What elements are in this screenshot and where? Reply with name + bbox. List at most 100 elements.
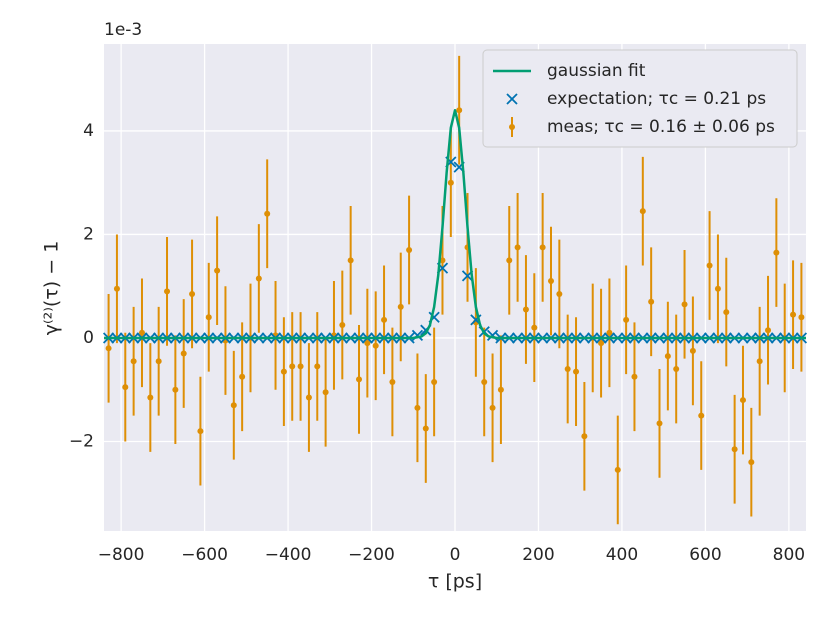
data-point (456, 107, 463, 114)
data-point (648, 298, 655, 305)
data-point (514, 244, 521, 251)
data-point (765, 327, 772, 334)
data-point (364, 340, 371, 347)
data-point (130, 358, 137, 365)
data-point (214, 267, 221, 274)
data-point (255, 275, 262, 282)
data-point (497, 386, 504, 393)
data-point (739, 397, 746, 404)
data-point (356, 376, 363, 383)
data-point (581, 433, 588, 440)
offset-label: 1e-3 (104, 20, 142, 40)
legend: gaussian fit expectation; τc = 0.21 ps mea… (482, 49, 798, 148)
data-point (564, 366, 571, 373)
legend-label: gaussian fit (547, 61, 646, 81)
data-point (681, 301, 688, 308)
data-point (698, 412, 705, 419)
legend-swatch (509, 124, 515, 130)
data-point (606, 329, 613, 336)
y-tick-label: 2 (83, 224, 94, 244)
data-point (422, 425, 429, 432)
data-point (623, 316, 630, 323)
data-point (673, 366, 680, 373)
data-point (481, 378, 488, 385)
data-point (531, 324, 538, 331)
data-point (406, 246, 413, 253)
data-point (798, 314, 805, 321)
data-point (105, 345, 112, 352)
data-point (731, 446, 738, 453)
data-point (489, 404, 496, 411)
data-point (656, 420, 663, 427)
data-point (322, 389, 329, 396)
data-point (122, 384, 129, 391)
x-tick-label: 400 (606, 545, 638, 565)
data-point (138, 329, 145, 336)
data-point (431, 378, 438, 385)
data-point (381, 316, 388, 323)
data-point (506, 257, 513, 264)
data-point (756, 358, 763, 365)
data-point (289, 363, 296, 370)
data-point (614, 466, 621, 473)
data-point (689, 347, 696, 354)
data-point (748, 459, 755, 466)
legend-label: expectation; τc = 0.21 ps (547, 89, 766, 109)
data-point (280, 368, 287, 375)
data-point (522, 306, 529, 313)
data-point (539, 244, 546, 251)
data-point (706, 262, 713, 269)
data-point (239, 373, 246, 380)
x-tick-label: −400 (265, 545, 312, 565)
data-point (573, 368, 580, 375)
x-tick-label: 600 (689, 545, 721, 565)
data-point (264, 210, 271, 217)
data-point (714, 285, 721, 292)
data-point (113, 285, 120, 292)
data-point (664, 353, 671, 360)
data-point (314, 363, 321, 370)
y-tick-label: 0 (83, 328, 94, 348)
data-point (197, 428, 204, 435)
data-point (439, 257, 446, 264)
data-point (723, 309, 730, 316)
data-point (339, 322, 346, 329)
y-tick-label: 4 (83, 121, 94, 141)
data-point (172, 386, 179, 393)
data-point (773, 249, 780, 256)
x-tick-label: 800 (773, 545, 805, 565)
marks (102, 55, 808, 525)
data-point (790, 311, 797, 318)
data-point (147, 394, 154, 401)
x-tick-label: 200 (522, 545, 554, 565)
y-axis-label: γ⁽²⁾(τ) − 1 (41, 241, 63, 336)
x-marker (506, 93, 518, 105)
data-point (639, 208, 646, 215)
data-point (347, 257, 354, 264)
data-point (297, 363, 304, 370)
data-point (397, 303, 404, 310)
data-point (155, 358, 162, 365)
x-axis-label: τ [ps] (428, 571, 482, 593)
x-tick-label: −200 (348, 545, 395, 565)
data-point (205, 314, 212, 321)
y-tick-label: −2 (69, 431, 94, 451)
fit-line (104, 108, 806, 340)
legend-box (482, 49, 798, 148)
data-point (372, 342, 379, 349)
data-point (556, 290, 563, 297)
data-point (180, 350, 187, 357)
data-point (598, 340, 605, 347)
data-point (631, 373, 638, 380)
data-point (305, 394, 312, 401)
x-tick-label: −800 (98, 545, 145, 565)
data-point (547, 278, 554, 285)
legend-label: meas; τc = 0.16 ± 0.06 ps (547, 117, 775, 137)
data-point (447, 179, 454, 186)
data-point (164, 288, 171, 295)
data-point (230, 402, 237, 409)
data-point (414, 404, 421, 411)
x-tick-label: −600 (181, 545, 228, 565)
x-tick-label: 0 (450, 545, 461, 565)
